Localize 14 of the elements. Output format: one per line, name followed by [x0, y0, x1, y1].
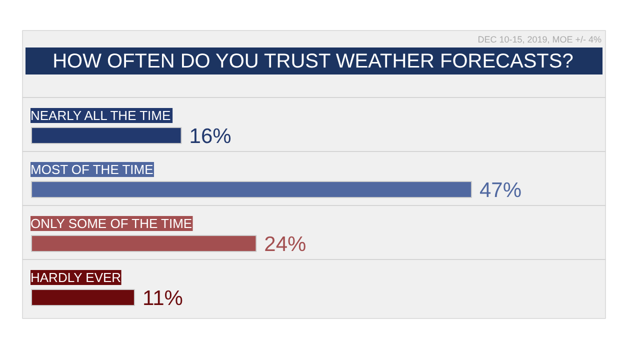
text: DEC 10-15, 2019, MOE +/- 4% — [478, 34, 602, 44]
bar — [31, 127, 182, 144]
chart-title: HOW OFTEN DO YOU TRUST WEATHER FORECASTS? — [52, 50, 574, 72]
data-label: 11% — [142, 287, 183, 310]
bar — [31, 289, 135, 306]
bar — [31, 181, 472, 198]
y-tick-label: NEARLY ALL THE TIME — [30, 108, 171, 123]
data-label: 24% — [264, 233, 306, 256]
y-tick-label: ONLY SOME OF THE TIME — [30, 216, 192, 231]
y-tick-label: MOST OF THE TIME — [30, 162, 154, 177]
data-label: 16% — [189, 125, 232, 148]
y-tick-label: HARDLY EVER — [30, 270, 122, 285]
bar — [31, 235, 257, 252]
data-label: 47% — [480, 179, 522, 202]
